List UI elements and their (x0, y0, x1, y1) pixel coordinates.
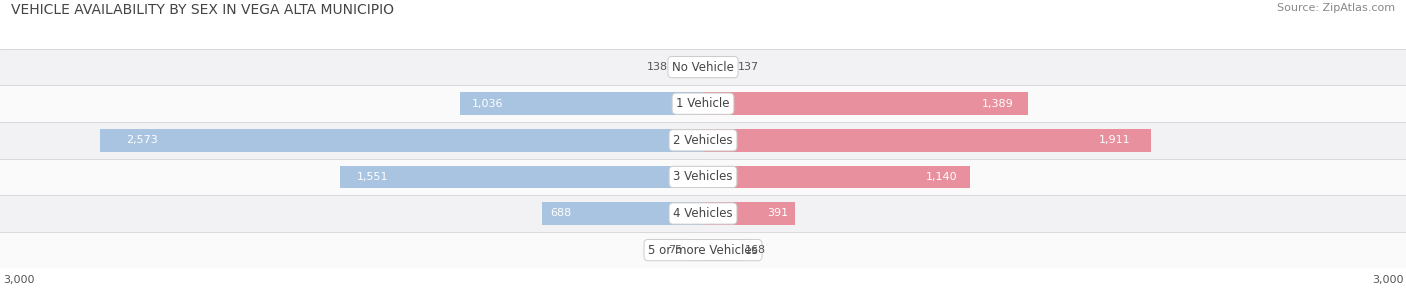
Bar (541, 202, 703, 225)
Bar (0, 159, 1406, 195)
Text: VEHICLE AVAILABILITY BY SEX IN VEGA ALTA MUNICIPIO: VEHICLE AVAILABILITY BY SEX IN VEGA ALTA… (11, 3, 394, 17)
Bar (703, 166, 970, 188)
Bar (0, 85, 1406, 122)
Text: 1,551: 1,551 (357, 172, 388, 182)
Bar (703, 56, 735, 78)
Bar (340, 166, 703, 188)
Bar (0, 232, 1406, 268)
Text: 391: 391 (768, 209, 789, 218)
Text: 2 Vehicles: 2 Vehicles (673, 134, 733, 147)
Text: 137: 137 (738, 62, 759, 72)
Text: 168: 168 (745, 245, 766, 255)
Text: 1,036: 1,036 (472, 99, 503, 109)
Text: 5 or more Vehicles: 5 or more Vehicles (648, 244, 758, 257)
Text: 3 Vehicles: 3 Vehicles (673, 170, 733, 183)
Text: 1,911: 1,911 (1099, 135, 1130, 145)
Text: 2,573: 2,573 (127, 135, 159, 145)
Text: Source: ZipAtlas.com: Source: ZipAtlas.com (1277, 3, 1395, 13)
Text: 3,000: 3,000 (1372, 274, 1403, 285)
Text: 1,389: 1,389 (981, 99, 1014, 109)
Bar (703, 239, 742, 261)
Text: 75: 75 (668, 245, 683, 255)
Bar (0, 195, 1406, 232)
Text: No Vehicle: No Vehicle (672, 61, 734, 74)
Text: 4 Vehicles: 4 Vehicles (673, 207, 733, 220)
Bar (0, 122, 1406, 159)
Bar (703, 92, 1029, 115)
Text: 3,000: 3,000 (3, 274, 34, 285)
Bar (460, 92, 703, 115)
Bar (0, 49, 1406, 85)
Text: 1,140: 1,140 (925, 172, 957, 182)
Bar (703, 202, 794, 225)
Bar (671, 56, 703, 78)
Bar (686, 239, 703, 261)
Bar (703, 129, 1152, 152)
Text: 1 Vehicle: 1 Vehicle (676, 97, 730, 110)
Text: 138: 138 (647, 62, 668, 72)
Text: 688: 688 (551, 209, 572, 218)
Bar (100, 129, 703, 152)
